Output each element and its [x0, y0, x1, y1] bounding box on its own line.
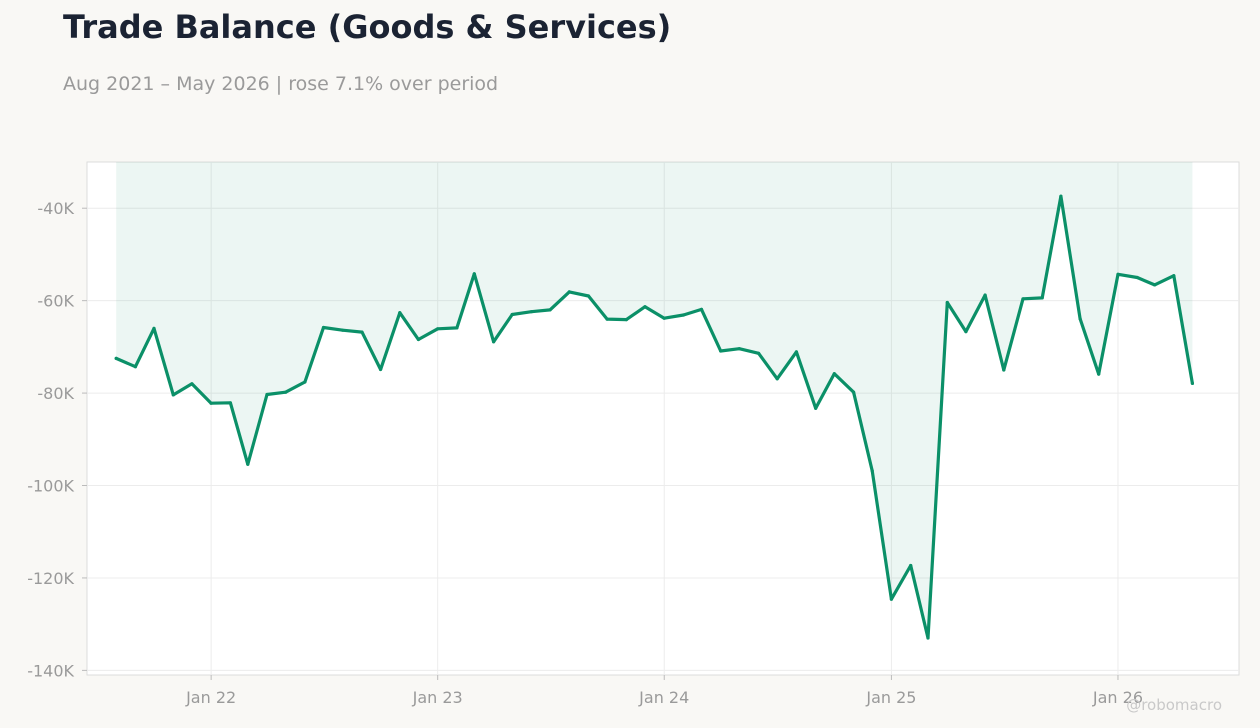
data-point	[1078, 317, 1082, 321]
data-point	[1059, 194, 1063, 198]
data-point	[360, 330, 364, 334]
data-point	[889, 597, 894, 601]
data-point	[1153, 283, 1157, 287]
data-point	[852, 390, 856, 394]
data-point	[416, 337, 420, 342]
data-point	[964, 330, 968, 334]
data-point	[379, 367, 383, 372]
data-point	[1002, 368, 1006, 372]
data-point	[265, 392, 269, 397]
data-point	[321, 325, 326, 330]
x-tick-label: Jan 26	[1092, 688, 1143, 707]
data-point	[133, 365, 137, 369]
data-point	[775, 377, 779, 381]
data-point	[870, 469, 874, 473]
data-point	[832, 372, 836, 376]
data-point	[1021, 297, 1025, 301]
x-tick-label: Jan 22	[185, 688, 236, 707]
data-point	[1172, 274, 1176, 278]
data-point	[586, 294, 591, 298]
series-line	[114, 194, 1194, 640]
data-point	[1190, 381, 1194, 385]
data-points	[114, 194, 1194, 640]
y-axis: -40K -60K -80K -100K -120K -140K	[27, 199, 87, 680]
y-tick-label: -100K	[27, 477, 74, 496]
data-point	[1116, 272, 1120, 276]
data-point	[681, 313, 686, 317]
data-point	[624, 318, 629, 322]
data-point	[171, 393, 175, 397]
data-point	[719, 349, 723, 353]
data-point	[909, 563, 913, 568]
data-point	[737, 347, 741, 351]
data-point	[303, 380, 307, 384]
data-point	[152, 326, 156, 330]
y-tick-label: -60K	[37, 292, 74, 311]
chart-title: Trade Balance (Goods & Services)	[63, 8, 672, 46]
y-tick-label: -40K	[37, 199, 74, 218]
data-point	[284, 390, 288, 394]
data-point	[643, 305, 647, 309]
data-point	[662, 316, 666, 320]
y-tick-label: -140K	[27, 661, 74, 680]
data-point	[114, 356, 118, 360]
data-point	[455, 326, 459, 330]
data-point	[794, 350, 799, 354]
data-point	[1135, 275, 1139, 280]
data-point	[398, 311, 402, 315]
x-tick-label: Jan 25	[865, 688, 916, 707]
plot-area	[86, 161, 1240, 676]
data-point	[228, 401, 232, 405]
data-point	[436, 327, 440, 331]
data-point	[246, 462, 250, 466]
data-point	[472, 272, 476, 276]
data-point	[567, 290, 571, 294]
watermark: @robomacro	[1126, 696, 1222, 714]
data-point	[209, 401, 213, 405]
y-tick-label: -80K	[37, 384, 74, 403]
y-tick-label: -120K	[27, 569, 74, 588]
data-point	[510, 312, 514, 317]
data-point	[814, 406, 818, 410]
data-point	[341, 328, 345, 332]
data-point	[492, 340, 496, 344]
data-point	[1040, 296, 1044, 300]
data-point	[926, 636, 930, 640]
data-point	[605, 317, 609, 321]
data-point	[190, 382, 194, 386]
x-tick-label: Jan 23	[412, 688, 463, 707]
x-tick-label: Jan 24	[638, 688, 689, 707]
data-point	[548, 308, 552, 312]
chart-subtitle: Aug 2021 – May 2026 | rose 7.1% over per…	[63, 73, 499, 95]
data-point	[529, 310, 534, 314]
data-point	[757, 351, 761, 355]
data-point	[1097, 372, 1101, 376]
area-fill	[116, 162, 1193, 638]
data-point	[699, 307, 704, 311]
data-point	[945, 300, 949, 305]
data-point	[983, 293, 987, 297]
x-axis: Jan 22 Jan 23 Jan 24 Jan 25 Jan 26	[185, 675, 1143, 707]
